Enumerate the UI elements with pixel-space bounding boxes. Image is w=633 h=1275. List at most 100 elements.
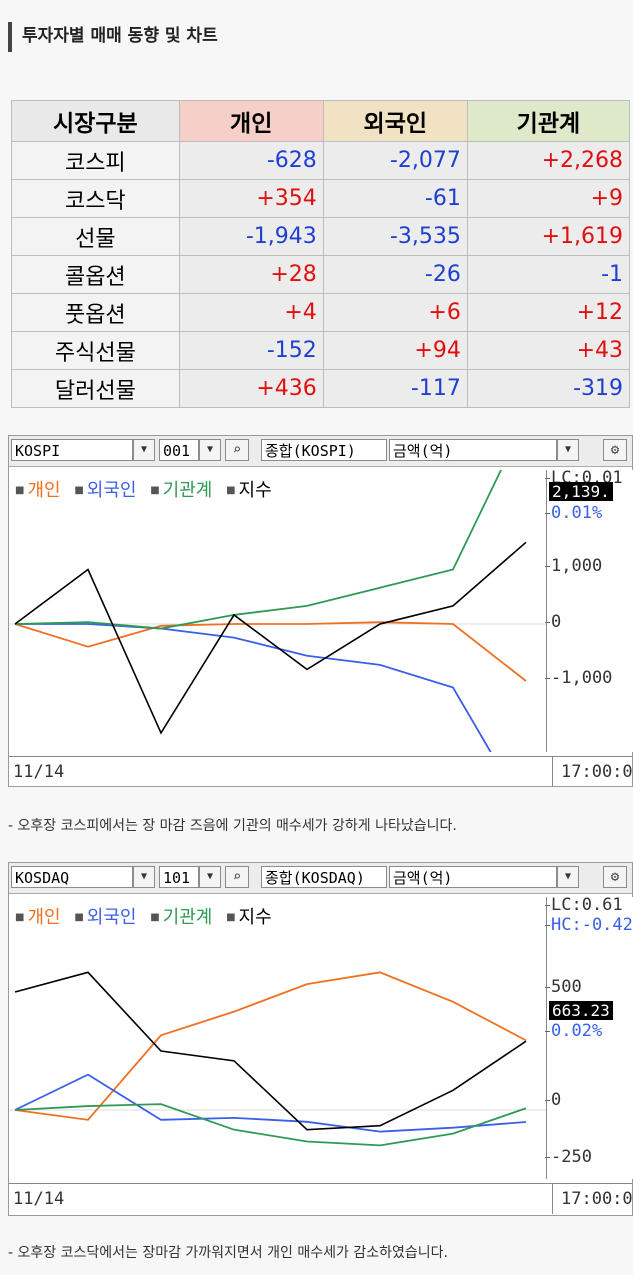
chevron-down-icon[interactable]: ▼ (199, 439, 221, 461)
kospi-line-chart (9, 417, 546, 813)
legend-marker: ■ (74, 485, 84, 496)
row-label: 선물 (11, 217, 180, 256)
legend-foreign: 외국인 (86, 907, 137, 928)
table-row: 콜옵션 +28 -26 -1 (11, 255, 631, 294)
legend-index: 지수 (238, 907, 272, 928)
legend-marker: ■ (74, 912, 84, 923)
chart-plot-area: ■ 개인 ■ 외국인 ■ 기관계 ■ 지수 (9, 897, 546, 1179)
time-label: 17:00:0 (552, 1184, 633, 1214)
cell-value: -61 (322, 179, 468, 218)
series-line-개인 (14, 621, 527, 682)
cell-value: +4 (178, 293, 324, 332)
cell-value: +1,619 (466, 217, 631, 256)
code-select[interactable]: 101 (159, 866, 199, 888)
y-axis: LC:0.61 HC:-0.42 500 663.23 0.02% 0 -250 (544, 895, 633, 1179)
cell-value: +2,268 (466, 141, 631, 180)
series-line-기관계 (14, 1103, 527, 1147)
series-line-기관계 (14, 417, 527, 630)
unit-select[interactable]: 금액(억) (389, 866, 557, 888)
y-tick-label: 0 (544, 612, 562, 632)
legend-individual: 개인 (27, 480, 61, 501)
legend-marker: ■ (15, 485, 25, 496)
gear-icon[interactable]: ⚙ (603, 439, 627, 461)
percent-label: 0.02% (544, 1021, 603, 1041)
search-icon[interactable]: ⌕ (225, 439, 249, 461)
legend-marker: ■ (226, 485, 236, 496)
investor-flow-table: 시장구분 개인 외국인 기관계 코스피 -628 -2,077 +2,268 코스닥 +… (11, 100, 631, 408)
chart-legend: ■ 개인 ■ 외국인 ■ 기관계 ■ 지수 (15, 903, 272, 929)
kosdaq-line-chart (9, 971, 546, 1147)
y-tick-label: 500 (545, 977, 582, 997)
cell-value: -628 (178, 141, 324, 180)
row-label: 달러선물 (11, 369, 180, 408)
chart-plot-area: ■ 개인 ■ 외국인 ■ 기관계 ■ 지수 (9, 417, 546, 813)
cell-value: +354 (178, 179, 324, 218)
table-header-row: 시장구분 개인 외국인 기관계 (11, 100, 631, 142)
chart-legend: ■ 개인 ■ 외국인 ■ 기관계 ■ 지수 (15, 476, 272, 502)
table-row: 풋옵션 +4 +6 +12 (11, 293, 631, 332)
legend-institution: 기관계 (162, 907, 213, 928)
unit-select[interactable]: 금액(억) (389, 439, 557, 461)
cell-value: +94 (322, 331, 468, 370)
y-axis: LC:0.01 2,139. 0.01% 1,000 0 -1,000 (544, 468, 633, 752)
page-title: 투자자별 매매 동향 및 차트 (8, 22, 218, 52)
date-label: 11/14 (13, 1189, 65, 1209)
y-tick-label: 0 (544, 1090, 562, 1110)
legend-marker: ■ (150, 485, 160, 496)
code-select[interactable]: 001 (159, 439, 199, 461)
series-line-외국인 (14, 1073, 527, 1133)
chevron-down-icon[interactable]: ▼ (557, 439, 579, 461)
search-icon[interactable]: ⌕ (225, 866, 249, 888)
chevron-down-icon[interactable]: ▼ (557, 866, 579, 888)
row-label: 풋옵션 (11, 293, 180, 332)
chevron-down-icon[interactable]: ▼ (133, 439, 155, 461)
chart-footer: 11/14 17:00:0 (9, 1183, 633, 1214)
lc-label: LC:0.61 (545, 895, 623, 915)
series-line-지수 (14, 541, 527, 735)
chart-toolbar: KOSPI ▼ 001 ▼ ⌕ 종합(KOSPI) 금액(억) ▼ ⚙ (9, 436, 632, 467)
cell-value: -1,943 (178, 217, 324, 256)
legend-foreign: 외국인 (86, 480, 137, 501)
table-row: 주식선물 -152 +94 +43 (11, 331, 631, 370)
cell-value: -152 (178, 331, 324, 370)
legend-marker: ■ (15, 912, 25, 923)
table-row: 달러선물 +436 -117 -319 (11, 369, 631, 408)
header-market: 시장구분 (11, 100, 180, 142)
caption-kospi: - 오후장 코스피에서는 장 마감 즈음에 기관의 매수세가 강하게 나타났습니… (8, 818, 457, 834)
row-label: 콜옵션 (11, 255, 180, 294)
cell-value: +43 (466, 331, 631, 370)
chevron-down-icon[interactable]: ▼ (133, 866, 155, 888)
legend-index: 지수 (238, 480, 272, 501)
cell-value: +12 (466, 293, 631, 332)
chevron-down-icon[interactable]: ▼ (199, 866, 221, 888)
header-institution: 기관계 (466, 100, 631, 142)
kosdaq-chart-panel: KOSDAQ ▼ 101 ▼ ⌕ 종합(KOSDAQ) 금액(억) ▼ ⚙ ■ 개… (8, 862, 633, 1216)
cell-value: +6 (322, 293, 468, 332)
cell-value: -3,535 (322, 217, 468, 256)
chart-footer: 11/14 17:00:0 (9, 756, 633, 787)
table-row: 선물 -1,943 -3,535 +1,619 (11, 217, 631, 256)
chart-toolbar: KOSDAQ ▼ 101 ▼ ⌕ 종합(KOSDAQ) 금액(억) ▼ ⚙ (9, 863, 632, 894)
caption-kosdaq: - 오후장 코스닥에서는 장마감 가까워지면서 개인 매수세가 감소하였습니다. (8, 1245, 448, 1261)
cell-value: -26 (322, 255, 468, 294)
series-line-지수 (14, 971, 527, 1131)
time-label: 17:00:0 (552, 757, 633, 787)
cell-value: -117 (322, 369, 468, 408)
cell-value: -1 (466, 255, 631, 294)
market-select[interactable]: KOSPI (11, 439, 133, 461)
gear-icon[interactable]: ⚙ (603, 866, 627, 888)
y-tick-label: 1,000 (544, 556, 603, 576)
index-value-badge: 663.23 (549, 1001, 613, 1020)
row-label: 코스피 (11, 141, 180, 180)
index-name-field: 종합(KOSDAQ) (261, 866, 387, 888)
legend-marker: ■ (150, 912, 160, 923)
cell-value: +9 (466, 179, 631, 218)
table-row: 코스닥 +354 -61 +9 (11, 179, 631, 218)
cell-value: +436 (178, 369, 324, 408)
cell-value: -319 (466, 369, 631, 408)
table-row: 코스피 -628 -2,077 +2,268 (11, 141, 631, 180)
market-select[interactable]: KOSDAQ (11, 866, 133, 888)
header-individual: 개인 (178, 100, 324, 142)
series-line-개인 (14, 971, 527, 1121)
y-tick-label: -1,000 (544, 668, 613, 688)
